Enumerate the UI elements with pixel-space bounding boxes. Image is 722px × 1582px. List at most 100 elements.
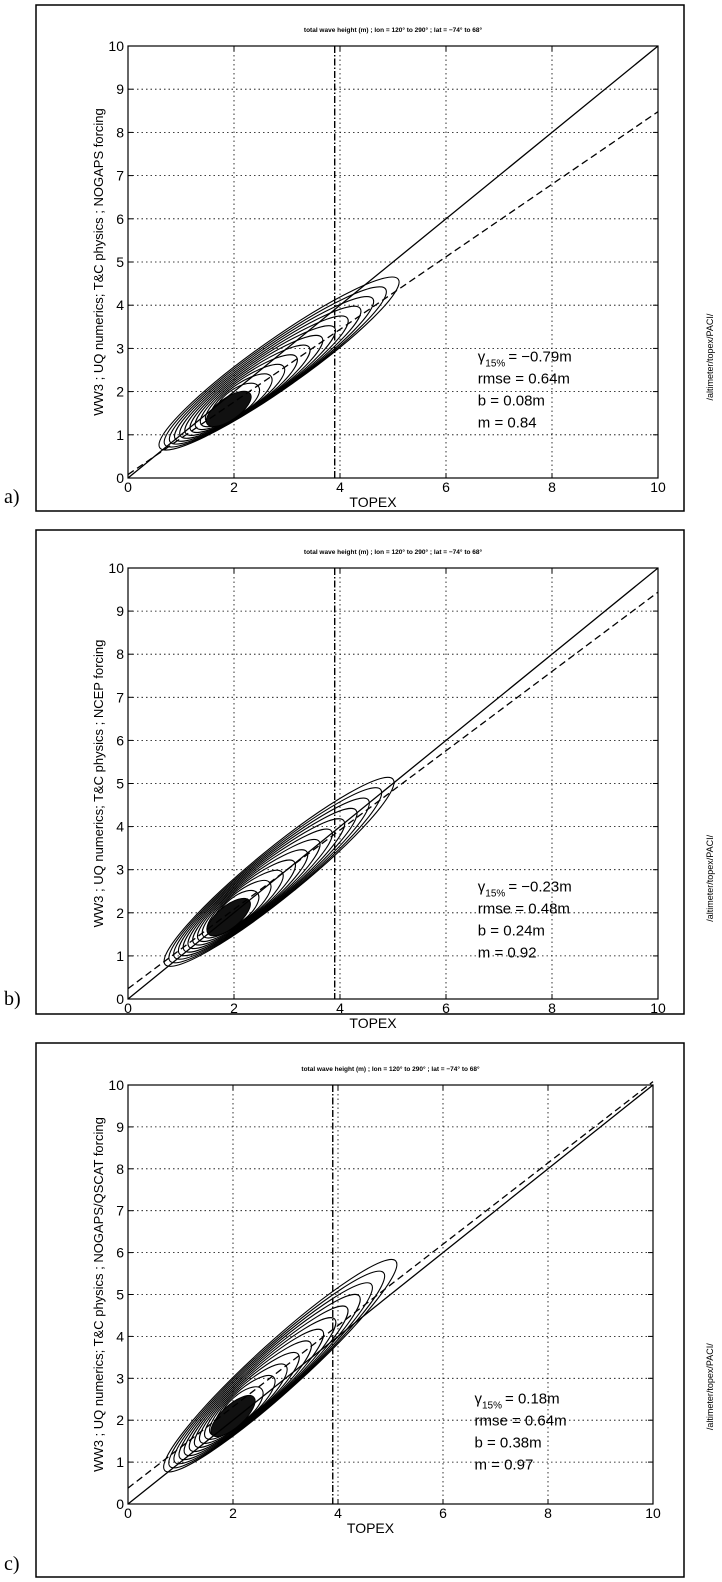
stat-rmse: rmse = 0.64m	[478, 370, 570, 387]
y-tick-label: 2	[116, 384, 124, 400]
gamma-symbol: γ	[475, 1390, 483, 1407]
stat-rmse: rmse = 0.64m	[475, 1412, 567, 1429]
gamma-value: = 0.18m	[505, 1390, 560, 1407]
y-tick-label: 9	[116, 1119, 124, 1135]
contour-line	[163, 776, 395, 967]
y-tick-label: 8	[116, 1161, 124, 1177]
y-tick-label: 6	[116, 732, 124, 748]
stat-m: m = 0.97	[475, 1456, 534, 1473]
side-path-label: /altimeter/topex/PACI/	[705, 313, 715, 400]
contour-line	[168, 295, 375, 445]
panel-frame	[35, 4, 685, 512]
contour-line	[183, 1305, 349, 1457]
y-tick-label: 1	[116, 427, 124, 443]
panel-frame	[35, 529, 685, 1015]
y-tick-label: 3	[116, 862, 124, 878]
one-to-one-line	[127, 567, 659, 1000]
x-axis-label: TOPEX	[347, 1520, 395, 1536]
x-tick-label: 8	[548, 479, 556, 495]
contour-line	[192, 838, 321, 946]
y-tick-label: 0	[116, 470, 124, 486]
side-path-label: /altimeter/topex/PACI/	[705, 1343, 715, 1430]
gamma-value: = −0.23m	[508, 878, 571, 895]
y-tick-label: 10	[108, 1077, 124, 1093]
contour-line	[184, 325, 337, 436]
x-tick-label: 8	[548, 1000, 556, 1016]
x-tick-label: 2	[229, 1505, 237, 1521]
contour-line	[187, 828, 333, 950]
y-tick-label: 0	[116, 991, 124, 1007]
contour-line	[196, 849, 309, 942]
gamma-symbol: γ	[478, 878, 486, 895]
x-axis-label: TOPEX	[349, 494, 397, 510]
regression-line	[127, 1081, 654, 1489]
stat-b: b = 0.38m	[475, 1434, 542, 1451]
y-tick-label: 5	[116, 776, 124, 792]
y-tick-label: 7	[116, 1203, 124, 1219]
x-tick-label: 8	[544, 1505, 552, 1521]
contour-line	[201, 859, 296, 939]
y-tick-label: 4	[116, 297, 124, 313]
x-tick-label: 10	[650, 1000, 666, 1016]
contour-line	[193, 1328, 325, 1448]
contour-core	[205, 390, 252, 428]
chart-title: total wave height (m) ; lon = 120° to 29…	[304, 26, 483, 34]
x-tick-label: 10	[645, 1505, 661, 1521]
contour-line	[173, 1282, 373, 1465]
one-to-one-line	[127, 1084, 654, 1505]
contour-line	[177, 807, 358, 957]
y-tick-label: 8	[116, 124, 124, 140]
y-tick-label: 2	[116, 1412, 124, 1428]
panel-frame	[35, 1042, 685, 1578]
y-tick-label: 10	[108, 38, 124, 54]
x-tick-label: 4	[336, 1000, 344, 1016]
y-tick-label: 9	[116, 81, 124, 97]
contour-line	[204, 1351, 300, 1440]
contour-line	[168, 787, 383, 964]
gamma-symbol: γ	[478, 348, 486, 365]
y-axis-label: WW3 ; UQ numerics; T&C physics ; NOGAPS …	[91, 108, 106, 416]
y-tick-label: 9	[116, 603, 124, 619]
gamma-subscript: 15%	[485, 888, 505, 899]
contour-line	[188, 1317, 337, 1453]
contour-line	[178, 1293, 361, 1461]
contour-line	[173, 797, 370, 960]
chart-title: total wave height (m) ; lon = 120° to 29…	[304, 548, 483, 556]
chart-panel: b) total wave height (m) ; lon = 120° to …	[4, 529, 715, 1031]
panel-label: c)	[4, 1553, 20, 1575]
x-tick-label: 0	[124, 1000, 132, 1016]
contour-line	[163, 286, 387, 448]
y-tick-label: 3	[116, 340, 124, 356]
panel-label: b)	[4, 988, 21, 1010]
chart-panel: c) total wave height (m) ; lon = 120° to …	[4, 1042, 715, 1578]
gamma-stat: γ15% = −0.23m	[478, 878, 572, 899]
y-tick-label: 10	[108, 560, 124, 576]
x-tick-label: 2	[230, 1000, 238, 1016]
y-tick-label: 5	[116, 254, 124, 270]
y-tick-label: 4	[116, 1328, 124, 1344]
x-tick-label: 0	[124, 1505, 132, 1521]
gamma-stat: γ15% = 0.18m	[475, 1390, 560, 1411]
side-path-label: /altimeter/topex/PACI/	[705, 834, 715, 921]
contour-line	[182, 818, 346, 953]
panel-label: a)	[4, 486, 20, 508]
stat-b: b = 0.08m	[478, 392, 545, 409]
y-tick-label: 5	[116, 1287, 124, 1303]
contour-line	[168, 1270, 386, 1469]
stat-rmse: rmse = 0.48m	[478, 900, 570, 917]
regression-line	[127, 111, 659, 476]
stat-m: m = 0.84	[478, 414, 537, 431]
y-tick-label: 8	[116, 646, 124, 662]
one-to-one-line	[127, 45, 659, 479]
contour-line	[198, 1340, 312, 1444]
x-tick-label: 6	[442, 479, 450, 495]
x-tick-label: 2	[230, 479, 238, 495]
x-tick-label: 10	[650, 479, 666, 495]
stat-m: m = 0.92	[478, 944, 537, 961]
gamma-value: = −0.79m	[508, 348, 571, 365]
x-tick-label: 0	[124, 479, 132, 495]
x-tick-label: 4	[336, 479, 344, 495]
y-tick-label: 6	[116, 211, 124, 227]
x-tick-label: 4	[334, 1505, 342, 1521]
